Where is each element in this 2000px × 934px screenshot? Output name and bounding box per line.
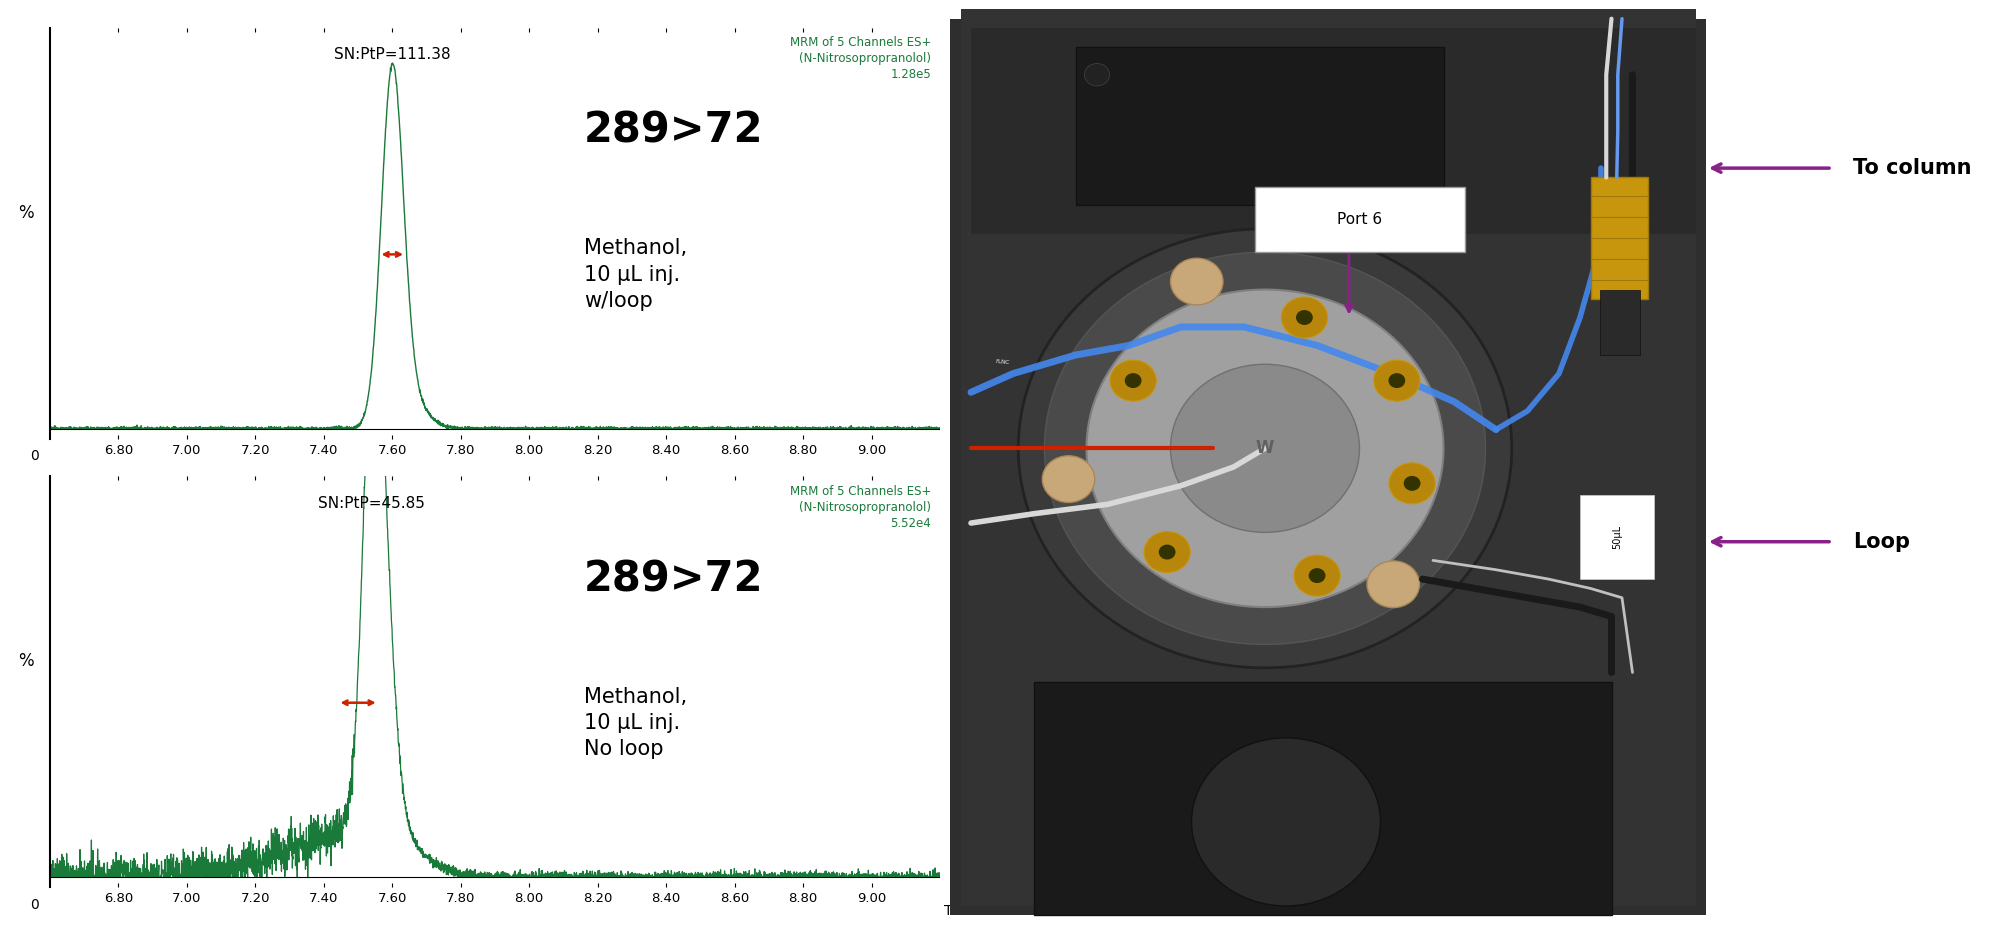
Text: 289>72: 289>72: [584, 559, 764, 600]
Text: %: %: [18, 652, 34, 671]
Circle shape: [1170, 258, 1224, 304]
Circle shape: [1388, 373, 1406, 389]
Circle shape: [1296, 310, 1312, 325]
Text: MRM of 5 Channels ES+
(N-Nitrosopropranolol)
1.28e5: MRM of 5 Channels ES+ (N-Nitrosoproprano…: [790, 36, 932, 81]
Text: To column: To column: [1852, 158, 1972, 178]
Bar: [1600, 290, 1640, 355]
Circle shape: [1086, 290, 1444, 607]
Circle shape: [1042, 456, 1094, 502]
Bar: [950, 19, 1706, 915]
Bar: [960, 9, 1696, 906]
Text: 289>72: 289>72: [584, 110, 764, 151]
Bar: [972, 28, 1696, 234]
Circle shape: [1192, 738, 1380, 906]
Circle shape: [1388, 463, 1436, 504]
Text: 0: 0: [30, 898, 40, 912]
Text: W: W: [1256, 439, 1274, 458]
Circle shape: [1018, 229, 1512, 668]
Text: Methanol,
10 μL inj.
w/loop: Methanol, 10 μL inj. w/loop: [584, 238, 688, 311]
Text: Time: Time: [944, 904, 978, 918]
Text: 50µL: 50µL: [1612, 525, 1622, 549]
Bar: [1254, 187, 1464, 252]
Circle shape: [1044, 252, 1486, 644]
Text: %: %: [18, 204, 34, 222]
Text: SN:PtP=45.85: SN:PtP=45.85: [318, 496, 426, 511]
Circle shape: [1404, 476, 1420, 491]
Circle shape: [1110, 360, 1156, 402]
Bar: [1034, 682, 1612, 915]
Circle shape: [1124, 373, 1142, 389]
Circle shape: [1366, 561, 1420, 608]
Text: Methanol,
10 μL inj.
No loop: Methanol, 10 μL inj. No loop: [584, 686, 688, 759]
Circle shape: [1158, 545, 1176, 559]
Circle shape: [1170, 364, 1360, 532]
Text: FLNC: FLNC: [996, 359, 1010, 365]
Circle shape: [1308, 568, 1326, 583]
Circle shape: [1084, 64, 1110, 86]
Bar: [1076, 47, 1444, 205]
Text: Port 6: Port 6: [1336, 212, 1382, 227]
Bar: [1590, 177, 1648, 299]
Text: Loop: Loop: [1852, 531, 1910, 552]
Text: SN:PtP=111.38: SN:PtP=111.38: [334, 48, 450, 63]
Circle shape: [1294, 555, 1340, 596]
Text: MRM of 5 Channels ES+
(N-Nitrosopropranolol)
5.52e4: MRM of 5 Channels ES+ (N-Nitrosoproprano…: [790, 485, 932, 530]
Circle shape: [1374, 360, 1420, 402]
Circle shape: [1282, 297, 1328, 338]
Bar: [1580, 495, 1654, 579]
Circle shape: [1144, 531, 1190, 573]
Text: 0: 0: [30, 449, 40, 463]
